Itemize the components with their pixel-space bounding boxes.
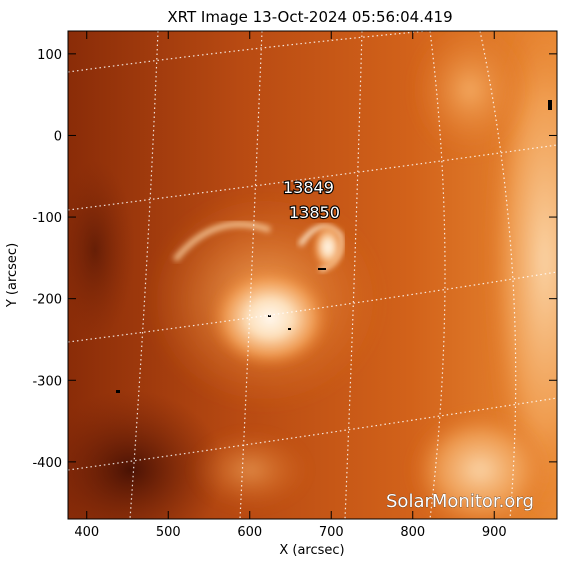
- y-tick-label: 0: [54, 129, 62, 144]
- y-tick-label: -200: [32, 293, 62, 308]
- active-region-labels: 13849 13850: [282, 177, 341, 223]
- active-region-label-13849: 13849: [283, 178, 334, 197]
- image-title: XRT Image 13-Oct-2024 05:56:04.419: [167, 8, 452, 26]
- y-axis-label: Y (arcsec): [5, 243, 20, 308]
- xrt-solar-image: [68, 31, 557, 519]
- x-tick-label: 800: [400, 525, 425, 540]
- x-tick-label: 500: [156, 525, 181, 540]
- heliographic-grid: [68, 31, 557, 519]
- solarmonitor-watermark: SolarMonitor.org: [386, 491, 534, 512]
- y-tick-label: -100: [32, 211, 62, 226]
- x-tick-label: 700: [319, 525, 344, 540]
- y-tick-label: 100: [37, 48, 62, 63]
- y-tick-label: -300: [32, 374, 62, 389]
- x-tick-label: 900: [482, 525, 507, 540]
- active-region-label-13850: 13850: [289, 203, 340, 222]
- plot-frame: [67, 30, 558, 520]
- x-axis-label: X (arcsec): [279, 543, 344, 558]
- y-tick-label: -400: [32, 456, 62, 471]
- x-tick-label: 600: [237, 525, 262, 540]
- x-tick-label: 400: [74, 525, 99, 540]
